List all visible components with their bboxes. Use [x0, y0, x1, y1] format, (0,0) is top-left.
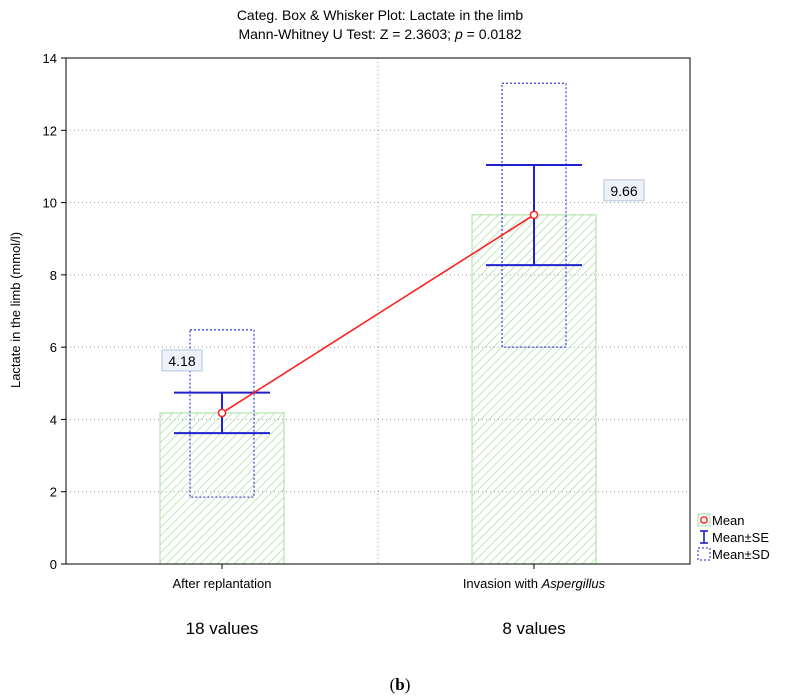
legend-label: Mean: [712, 513, 745, 528]
y-tick-label: 4: [50, 412, 57, 427]
y-tick-label: 0: [50, 557, 57, 572]
y-tick-label: 10: [43, 196, 57, 211]
y-axis-label: Lactate in the limb (mmol/l): [8, 232, 23, 388]
sd-box: [501, 82, 567, 348]
chart-title: Categ. Box & Whisker Plot: Lactate in th…: [237, 7, 524, 23]
legend-item-sd: Mean±SD: [697, 547, 770, 562]
legend-item-mean: Mean: [697, 513, 745, 528]
x-tick-label: Invasion with Aspergillus: [463, 576, 606, 591]
legend-item-se: Mean±SE: [700, 530, 769, 545]
legend-mean-swatch: [700, 516, 708, 524]
mean-bar: [471, 214, 597, 565]
legend-sd-swatch: [697, 547, 711, 561]
y-tick-label: 2: [50, 485, 57, 500]
y-tick-label: 14: [43, 51, 57, 66]
y-tick-label: 12: [43, 123, 57, 138]
data-label-box: [603, 179, 645, 202]
y-tick-label: 6: [50, 340, 57, 355]
mean-line: [221, 214, 535, 414]
mean-bar: [159, 412, 285, 565]
legend-label: Mean±SD: [712, 547, 770, 562]
data-label-box: [161, 349, 203, 372]
sd-box: [189, 329, 255, 498]
plot-area: 4.18 9.66 0 2 4 6 8 10 12 14 After replantation 18 …: [43, 51, 691, 638]
data-label: 4.18: [168, 353, 195, 369]
sample-count: 18 values: [186, 619, 259, 638]
legend: Mean Mean±SE Mean±SD: [697, 513, 770, 562]
plot-frame: [65, 57, 691, 565]
mean-point: [217, 408, 227, 418]
legend-label: Mean±SE: [712, 530, 769, 545]
y-tick-label: 8: [50, 268, 57, 283]
figure-caption: (b): [390, 675, 411, 694]
chart-subtitle: Mann-Whitney U Test: Z = 2.3603; p = 0.0…: [238, 26, 521, 42]
data-label: 9.66: [610, 183, 637, 199]
mean-point: [529, 210, 539, 220]
sample-count: 8 values: [502, 619, 565, 638]
x-tick-label: After replantation: [172, 576, 271, 591]
